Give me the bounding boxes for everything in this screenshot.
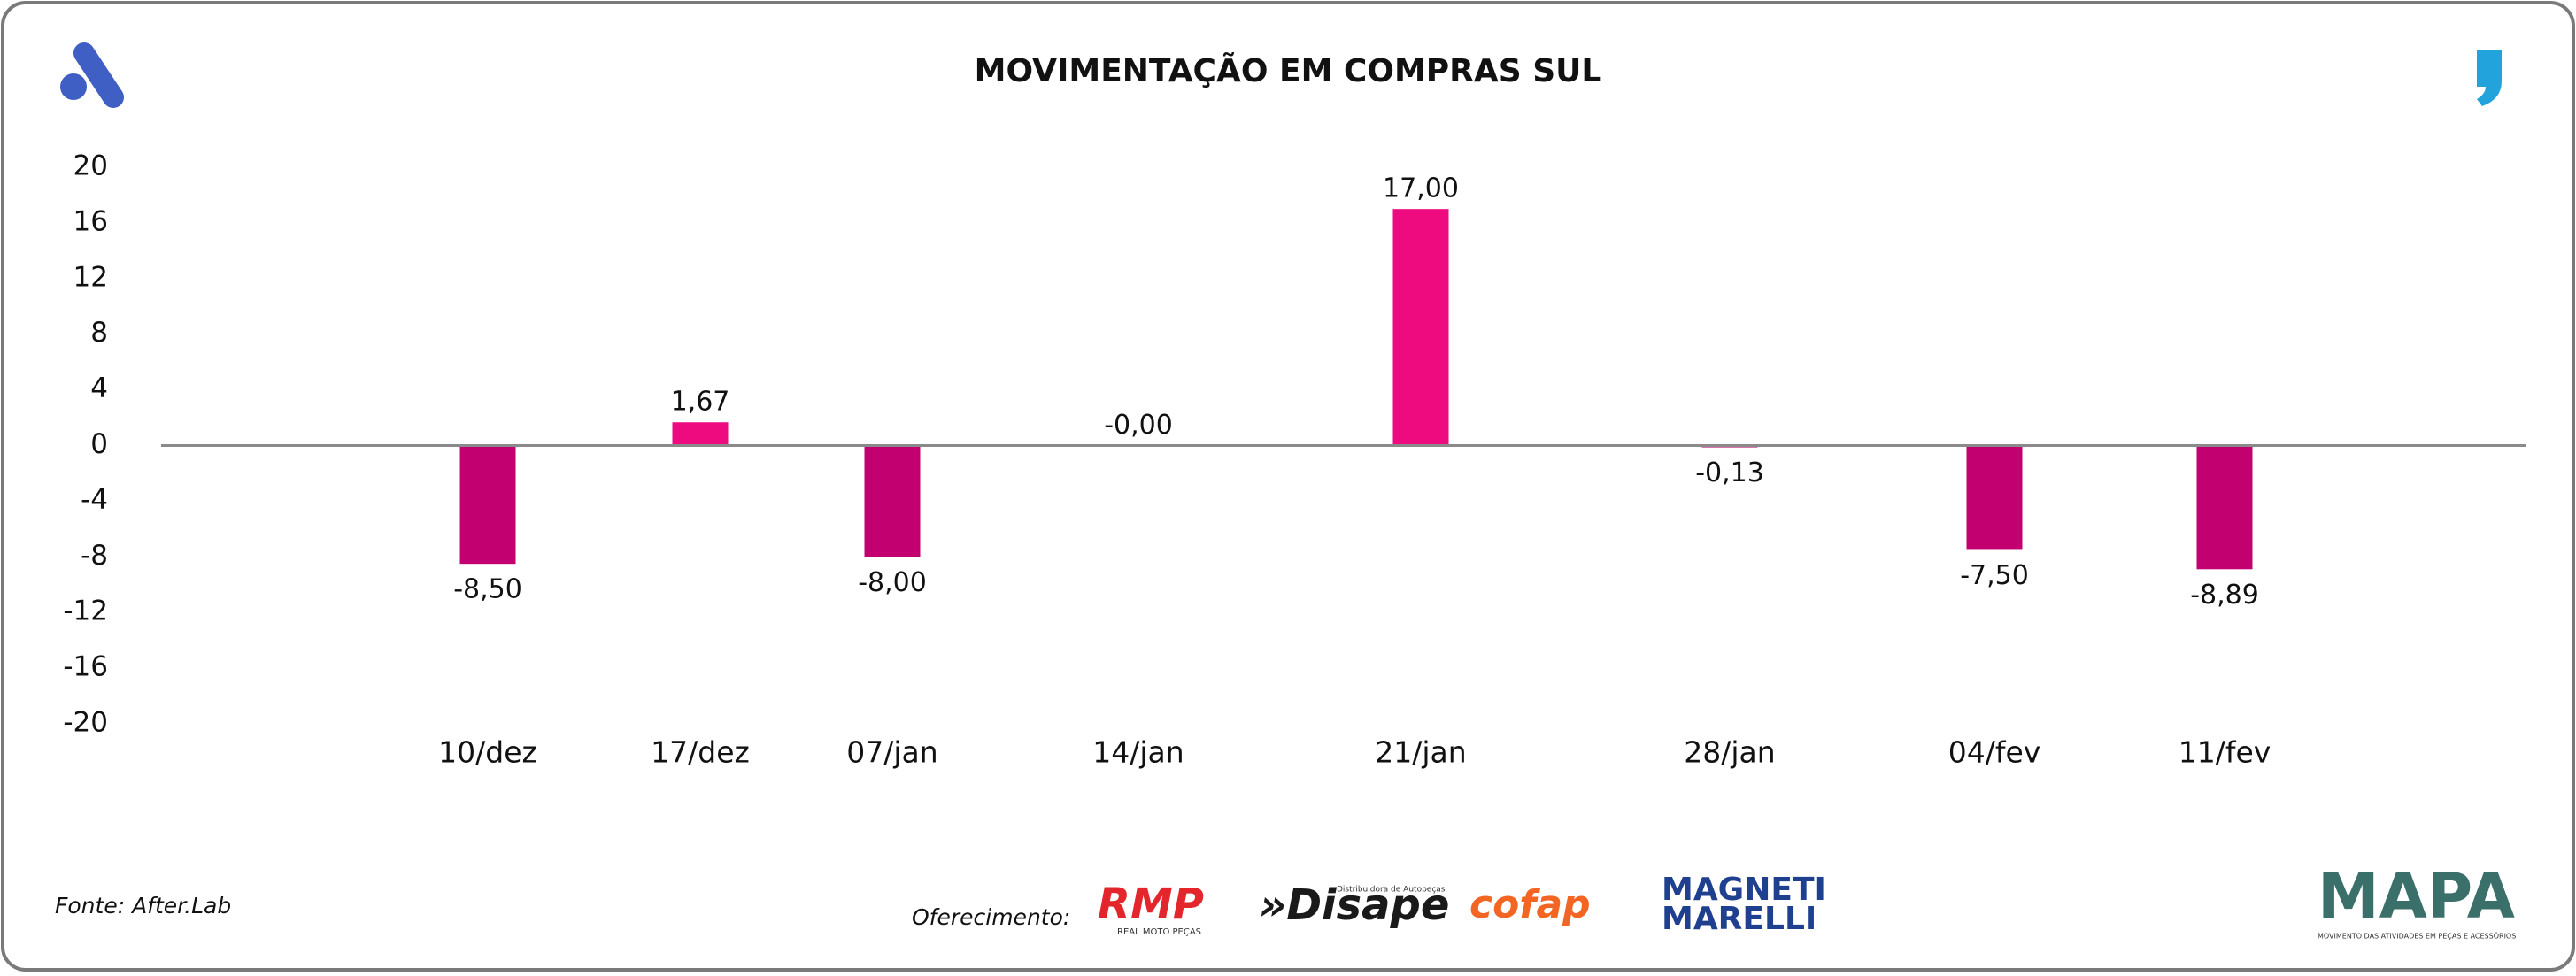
bar	[459, 445, 516, 565]
brand-logo: MAPA	[2318, 860, 2515, 933]
y-tick-label: 12	[73, 261, 108, 293]
x-tick-label: 10/dez	[438, 735, 537, 770]
y-tick-label: -12	[63, 596, 108, 627]
y-tick-label: 8	[90, 317, 108, 349]
value-label: -0,00	[1104, 410, 1173, 441]
bar	[1392, 209, 1449, 446]
x-tick-label: 21/jan	[1375, 735, 1466, 770]
y-tick-label: 4	[90, 373, 108, 404]
value-label: 1,67	[671, 387, 730, 418]
sponsor-logo: RMP	[1098, 880, 1204, 929]
value-label: -8,50	[453, 574, 522, 605]
x-tick-label: 28/jan	[1684, 735, 1775, 770]
value-label: -8,89	[2190, 580, 2259, 611]
y-tick-label: 16	[73, 205, 108, 237]
value-label: 17,00	[1383, 173, 1459, 204]
y-tick-label: 0	[90, 428, 108, 460]
logo-a	[60, 42, 124, 108]
x-tick-label: 14/jan	[1092, 735, 1184, 770]
y-tick-label: -16	[63, 651, 108, 683]
x-tick-label: 11/fev	[2179, 735, 2271, 770]
value-label: -7,50	[1960, 560, 2029, 591]
source: Fonte: After.Lab	[55, 893, 231, 918]
y-tick-label: -8	[81, 540, 108, 572]
sponsor-logo: »Disape	[1259, 880, 1449, 930]
bar	[2196, 445, 2253, 570]
chart-title: MOVIMENTAÇÃO EM COMPRAS SUL	[975, 52, 1602, 89]
sponsor-label: Oferecimento:	[912, 904, 1070, 930]
y-tick-label: -4	[81, 484, 108, 516]
brand-subtitle: MOVIMENTO DAS ATIVIDADES EM PEÇAS E ACES…	[2318, 931, 2516, 941]
value-label: -0,13	[1695, 457, 1764, 488]
bar	[672, 422, 729, 446]
x-tick-label: 07/jan	[846, 735, 937, 770]
sponsor-caption: Distribuidora de Autopeças	[1337, 886, 1446, 895]
sponsor-logo: MAGNETI	[1662, 872, 1826, 908]
bar	[864, 445, 921, 557]
y-tick-label: 20	[73, 150, 108, 182]
value-label: -8,00	[858, 567, 927, 598]
bar	[1966, 445, 2023, 550]
x-tick-label: 17/dez	[651, 735, 750, 770]
quote-logo	[2477, 50, 2502, 106]
sponsor-logo: MARELLI	[1662, 901, 1816, 937]
y-tick-label: -20	[63, 707, 108, 739]
sponsor-logo: cofap	[1469, 882, 1591, 927]
x-tick-label: 04/fev	[1948, 735, 2041, 770]
sponsor-caption: REAL MOTO PEÇAS	[1117, 927, 1201, 937]
